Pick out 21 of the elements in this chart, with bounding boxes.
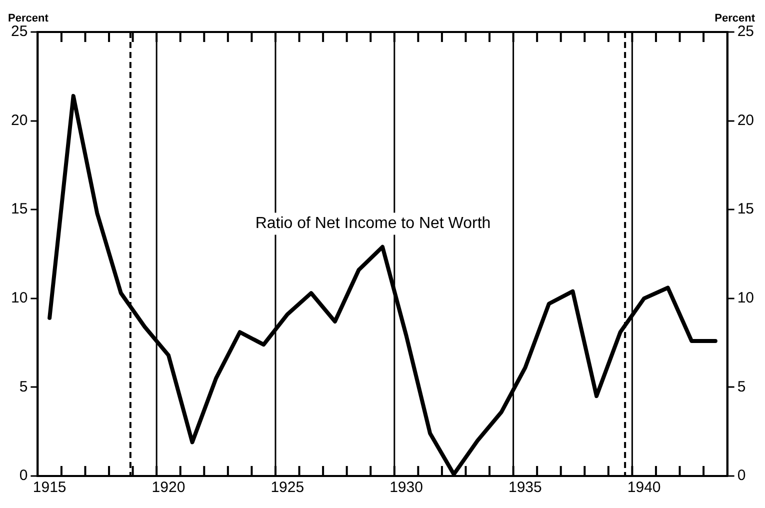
y-axis-title: Percent bbox=[8, 12, 49, 25]
y-tick-label: 5 bbox=[19, 378, 28, 396]
x-tick-label: 1935 bbox=[508, 479, 542, 496]
y2-axis-title: Percent bbox=[714, 12, 756, 25]
x-tick-label: 1930 bbox=[390, 479, 423, 496]
y2-tick-label: 20 bbox=[737, 112, 754, 129]
y-tick-label: 15 bbox=[10, 200, 28, 218]
x-tick-label: 1925 bbox=[270, 479, 304, 496]
y-tick-label: 20 bbox=[10, 112, 28, 129]
series-label: Ratio of Net Income to Net Worth bbox=[255, 215, 491, 232]
y-tick-label: 0 bbox=[19, 467, 28, 484]
x-tick-label: 1940 bbox=[627, 479, 661, 496]
y2-tick-label: 5 bbox=[737, 378, 746, 396]
y2-tick-label: 25 bbox=[737, 23, 754, 40]
x-tick-label: 1915 bbox=[32, 479, 66, 496]
y2-tick-label: 15 bbox=[737, 200, 754, 218]
y2-tick-label: 10 bbox=[737, 290, 754, 307]
y2-tick-label: 0 bbox=[737, 467, 746, 484]
x-tick-label: 1920 bbox=[152, 479, 186, 496]
y-tick-label: 10 bbox=[10, 290, 28, 307]
y-tick-label: 25 bbox=[10, 23, 28, 40]
